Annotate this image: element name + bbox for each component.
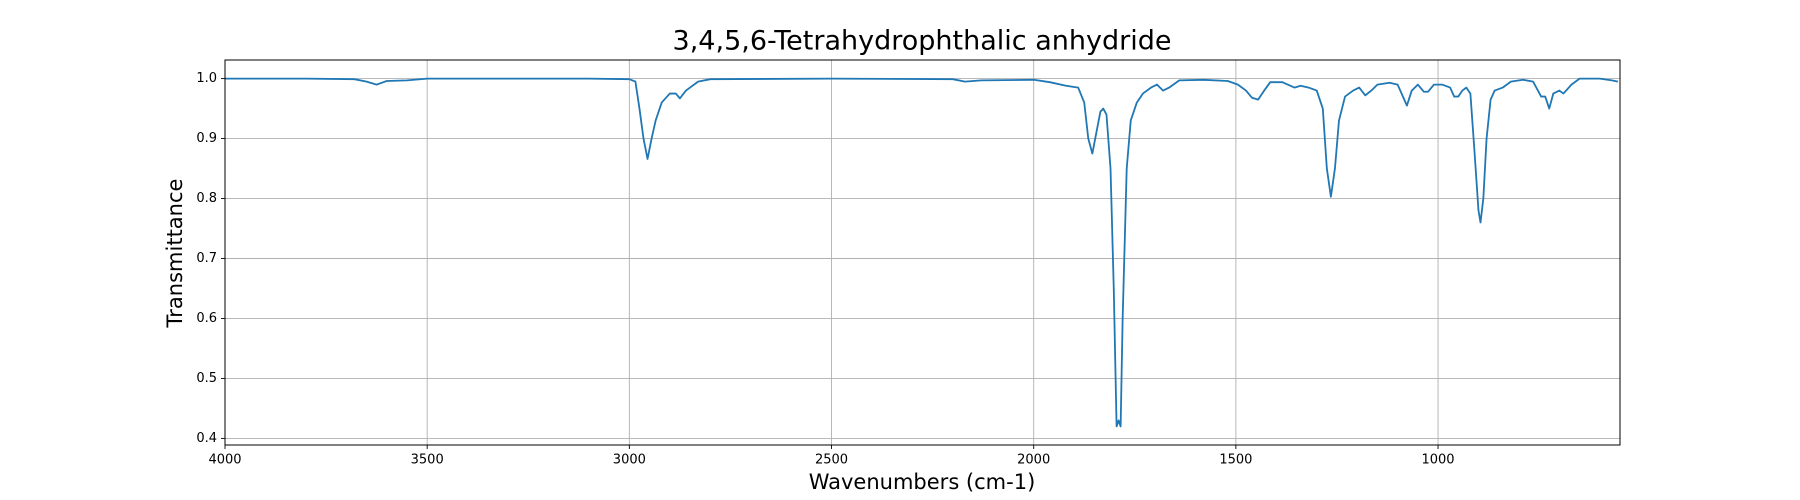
x-tick-label: 2000 — [1017, 453, 1050, 468]
y-axis-label: Transmittance — [163, 179, 187, 329]
y-tick-label: 0.6 — [196, 311, 217, 326]
chart-title: 3,4,5,6-Tetrahydrophthalic anhydride — [673, 26, 1172, 57]
x-tick-label: 3000 — [613, 453, 646, 468]
spectrum-line — [225, 77, 1619, 428]
x-tick-label: 2500 — [815, 453, 848, 468]
y-tick-label: 0.4 — [196, 431, 217, 446]
x-tick-label: 3500 — [411, 453, 444, 468]
y-tick-label: 0.8 — [196, 191, 217, 206]
y-tick-label: 0.5 — [196, 371, 217, 386]
plot-frame — [224, 59, 1621, 446]
y-tick-label: 0.9 — [196, 131, 217, 146]
x-axis-label: Wavenumbers (cm-1) — [809, 470, 1036, 494]
x-tick-label: 1000 — [1421, 453, 1454, 468]
y-tick-label: 1.0 — [196, 71, 217, 86]
x-tick-label: 1500 — [1219, 453, 1252, 468]
y-tick-label: 0.7 — [196, 251, 217, 266]
x-tick-label: 4000 — [208, 453, 241, 468]
